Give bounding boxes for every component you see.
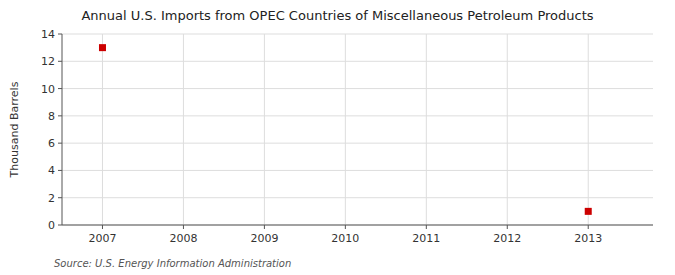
axes: 2007 2008 2009 2010 2011 2012 2013 0 2 4 6 8 10 12 14 — [41, 28, 653, 245]
x-grid-line — [426, 34, 427, 225]
y-tick-label: 12 — [41, 55, 55, 68]
x-tick-label: 2007 — [88, 232, 116, 245]
y-tick — [58, 225, 62, 226]
y-tick — [58, 115, 62, 116]
x-tick-label: 2012 — [493, 232, 521, 245]
y-tick-label: 14 — [41, 28, 55, 41]
x-grid-line — [507, 34, 508, 225]
source-note: Source: U.S. Energy Information Administ… — [54, 258, 291, 269]
x-tick-label: 2013 — [574, 232, 602, 245]
point — [99, 44, 106, 51]
x-tick — [426, 225, 427, 229]
point — [585, 208, 592, 215]
y-tick-label: 2 — [48, 192, 55, 205]
y-tick — [58, 88, 62, 89]
x-tick — [183, 225, 184, 229]
x-tick — [264, 225, 265, 229]
x-tick-label: 2010 — [331, 232, 359, 245]
y-tick-label: 6 — [48, 137, 55, 150]
x-grid-line — [588, 34, 589, 225]
x-tick — [588, 225, 589, 229]
grid — [62, 34, 653, 225]
x-grid-line — [183, 34, 184, 225]
x-tick — [102, 225, 103, 229]
chart: 2007 2008 2009 2010 2011 2012 2013 0 2 4 6 8 10 12 14 T… — [0, 0, 675, 275]
y-grid-line — [62, 115, 653, 116]
y-grid-line — [62, 197, 653, 198]
y-tick — [58, 61, 62, 62]
y-grid-line — [62, 170, 653, 171]
y-tick — [58, 34, 62, 35]
x-grid-line — [102, 34, 103, 225]
y-grid-line — [62, 88, 653, 89]
y-axis-line — [62, 34, 63, 225]
x-tick-label: 2011 — [412, 232, 440, 245]
x-tick-label: 2008 — [169, 232, 197, 245]
y-grid-line — [62, 143, 653, 144]
y-grid-line — [62, 225, 653, 226]
title: Annual U.S. Imports from OPEC Countries … — [81, 8, 593, 23]
points — [99, 44, 592, 215]
y-tick-label: 10 — [41, 83, 55, 96]
y-tick — [58, 197, 62, 198]
y-grid-line — [62, 34, 653, 35]
y-tick-label: 4 — [48, 164, 55, 177]
x-grid-line — [264, 34, 265, 225]
x-axis-line — [62, 225, 653, 226]
y-tick — [58, 170, 62, 171]
chart-container: 2007 2008 2009 2010 2011 2012 2013 0 2 4 6 8 10 12 14 T… — [0, 0, 675, 275]
y-grid-line — [62, 61, 653, 62]
y-axis-label: Thousand Barrels — [8, 81, 21, 178]
x-tick-label: 2009 — [250, 232, 278, 245]
x-tick — [507, 225, 508, 229]
y-tick-label: 8 — [48, 110, 55, 123]
y-tick-label: 0 — [48, 219, 55, 232]
x-grid-line — [345, 34, 346, 225]
y-tick — [58, 143, 62, 144]
x-tick — [345, 225, 346, 229]
